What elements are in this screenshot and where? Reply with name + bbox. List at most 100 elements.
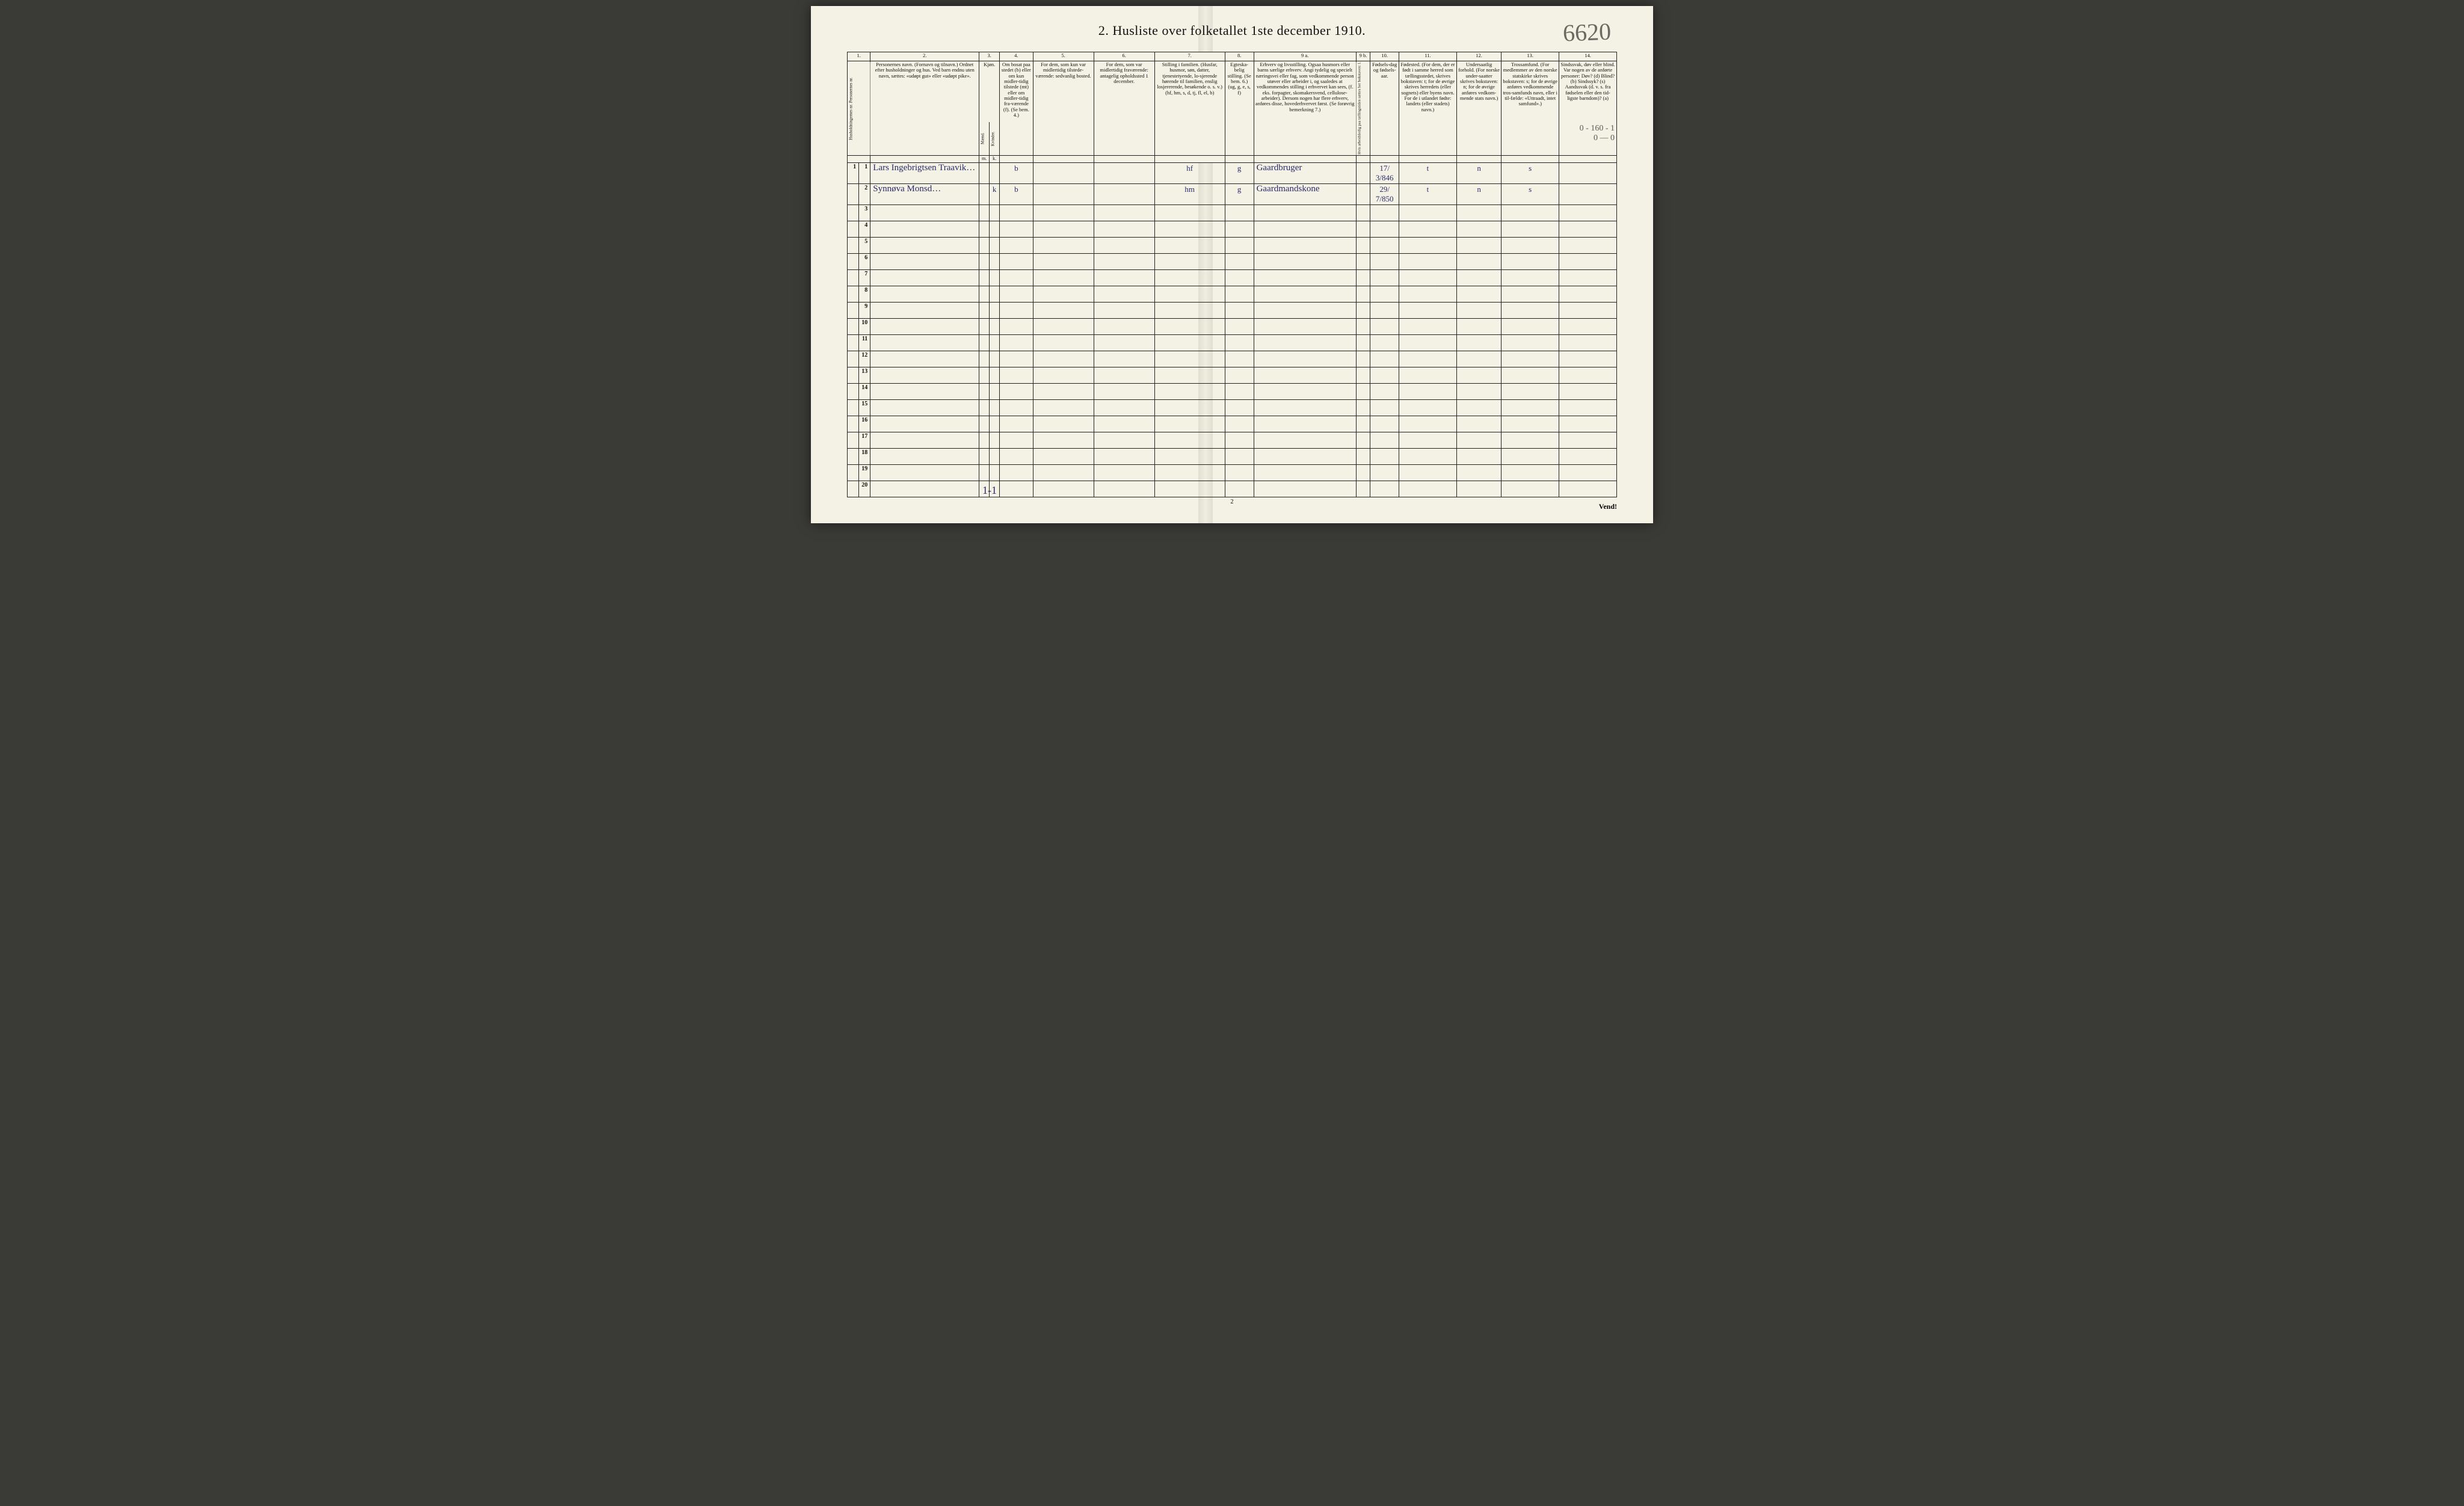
name-cell [870,334,979,351]
table-row: 2Synnøva Monsd…kbhmgGaardmandskone29/ 7/… [848,183,1617,204]
cell [1254,383,1356,399]
cell [1456,334,1501,351]
cell [1033,432,1094,448]
cell [1154,334,1225,351]
cell [1356,302,1370,318]
cell [1154,286,1225,302]
cell: g [1225,162,1254,183]
table-row: 5 [848,237,1617,253]
cell [1225,221,1254,237]
cell: 18 [859,448,870,464]
cell [1225,367,1254,383]
cell [1502,481,1559,497]
cell [1225,334,1254,351]
cell [990,253,1000,269]
cell [1000,204,1033,221]
cell: 29/ 7/850 [1370,183,1399,204]
cell: 6 [859,253,870,269]
cell [1370,237,1399,253]
cell [1033,253,1094,269]
cell [1254,221,1356,237]
cell [1000,286,1033,302]
cell [1000,334,1033,351]
hdr-c2: Personernes navn. (Fornavn og tilnavn.) … [870,61,979,156]
name-cell [870,286,979,302]
cell [1559,399,1617,416]
cell [990,221,1000,237]
cell [1225,269,1254,286]
cell [1225,432,1254,448]
cell [1356,237,1370,253]
name-cell [870,481,979,497]
cell [1225,351,1254,367]
hdr-c12: Undersaatlig forhold. (For norske under-… [1456,61,1501,156]
cell [979,334,990,351]
cell [1370,318,1399,334]
cell [1456,286,1501,302]
name-cell [870,416,979,432]
table-row: 19 [848,464,1617,481]
cell [979,221,990,237]
cell [848,432,859,448]
cell [1094,432,1154,448]
cell [1356,448,1370,464]
cell [1399,367,1457,383]
margin-note-top-right: 0 - 160 - 1 0 — 0 [1580,124,1615,143]
table-body: 11Lars Ingebrigtsen Traavik…bhfgGaardbru… [848,162,1617,497]
cell: t [1399,162,1457,183]
cell [1399,237,1457,253]
cell [1000,399,1033,416]
cell: 14 [859,383,870,399]
cell [1000,351,1033,367]
cell [990,351,1000,367]
cell [1559,416,1617,432]
name-cell [870,399,979,416]
cell [1154,383,1225,399]
cell [1033,416,1094,432]
cell: 4 [859,221,870,237]
margin-note-bottom-left: 1-1 [982,484,997,497]
colnum: 12. [1456,52,1501,61]
cell [1559,432,1617,448]
cell [1254,204,1356,221]
cell [990,302,1000,318]
cell [1456,253,1501,269]
name-cell [870,253,979,269]
name-cell [870,351,979,367]
cell [1502,286,1559,302]
cell [1356,183,1370,204]
table-row: 12 [848,351,1617,367]
cell [1559,183,1617,204]
cell [1370,334,1399,351]
cell: 7 [859,269,870,286]
census-page: 2. Husliste over folketallet 1ste decemb… [811,6,1653,523]
cell [1370,464,1399,481]
cell [1154,367,1225,383]
hdr-c7: Stilling i familien. (Husfar, husmor, sø… [1154,61,1225,156]
cell: 19 [859,464,870,481]
cell [1356,318,1370,334]
table-row: 20 [848,481,1617,497]
cell [1033,383,1094,399]
cell [1225,481,1254,497]
cell: 2 [859,183,870,204]
table-row: 18 [848,448,1617,464]
cell [1033,183,1094,204]
cell [1094,351,1154,367]
cell [1094,318,1154,334]
cell [1559,334,1617,351]
cell [1033,464,1094,481]
colnum: 10. [1370,52,1399,61]
cell [1254,253,1356,269]
cell [1399,351,1457,367]
cell [1000,318,1033,334]
cell [1033,269,1094,286]
cell [1000,237,1033,253]
cell: hf [1154,162,1225,183]
mk-row: m.k. [848,155,1617,162]
name-cell [870,221,979,237]
cell [1559,162,1617,183]
cell [1033,367,1094,383]
cell [1559,351,1617,367]
cell [848,448,859,464]
